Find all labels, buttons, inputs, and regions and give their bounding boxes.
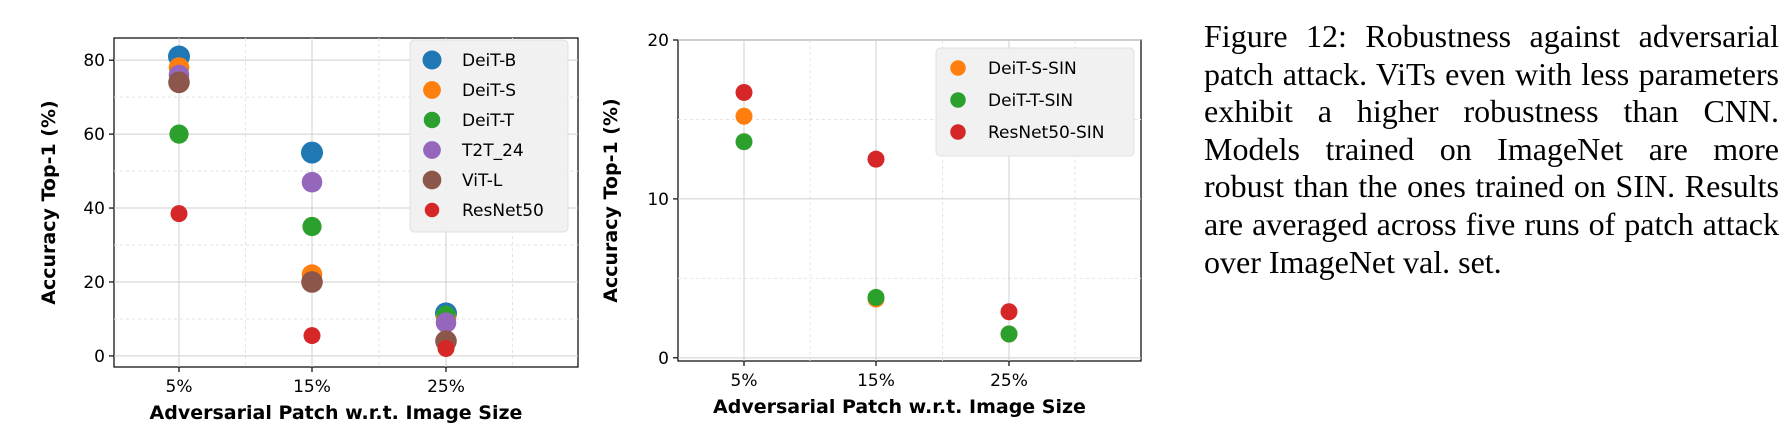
x-tick-label: 25%: [427, 377, 465, 397]
data-point-resnet50-sin: [735, 83, 753, 101]
y-axis-label: Accuracy Top-1 (%): [38, 100, 60, 304]
y-tick-label: 80: [83, 51, 105, 71]
x-tick-label: 25%: [990, 371, 1028, 391]
legend-marker: [424, 202, 440, 218]
legend-label: DeiT-T-SIN: [988, 91, 1073, 111]
x-tick-label: 15%: [293, 377, 331, 397]
x-tick-label: 5%: [731, 371, 758, 391]
legend-box: [409, 39, 569, 233]
legend-marker: [950, 124, 966, 140]
data-point-deit-t-sin: [867, 288, 885, 306]
legend-marker: [423, 111, 441, 129]
data-point-t2t-24: [301, 171, 323, 193]
x-tick-label: 5%: [166, 377, 193, 397]
y-tick-label: 20: [647, 31, 669, 51]
data-point-deit-t-sin: [735, 133, 753, 151]
data-point-deit-s-sin: [735, 107, 753, 125]
data-point-deit-b: [301, 141, 323, 164]
x-axis-label: Adversarial Patch w.r.t. Image Size: [713, 396, 1086, 418]
y-tick-label: 10: [647, 190, 669, 210]
legend-marker: [423, 81, 441, 99]
y-axis-label: Accuracy Top-1 (%): [600, 98, 622, 302]
data-point-resnet50: [170, 205, 188, 223]
data-point-t2t-24: [435, 312, 457, 333]
data-point-resnet50: [303, 327, 321, 345]
legend-box: [935, 47, 1135, 157]
legend-label: DeiT-S-SIN: [988, 59, 1077, 79]
y-tick-label: 0: [94, 347, 105, 367]
legend-marker: [423, 141, 441, 159]
legend-marker: [422, 170, 442, 190]
figure-caption: Figure 12: Robustness against adversaria…: [1204, 18, 1779, 280]
data-point-resnet50: [437, 340, 455, 358]
patch-attack-chart-sin: 0 10 20 5% 15% 25% Adversarial Patch w.r.t. Im…: [600, 31, 1142, 418]
data-point-vit-l: [301, 271, 323, 293]
legend-label: DeiT-B: [462, 51, 516, 71]
x-axis-label: Adversarial Patch w.r.t. Image Size: [150, 402, 523, 424]
y-tick-label: 60: [83, 125, 105, 145]
patch-attack-chart-imagenet: 0 20 40 60 80 5% 15% 25% Adversarial Patch w.r.t…: [38, 37, 579, 424]
legend-label: ResNet50-SIN: [988, 123, 1105, 143]
legend-label: T2T_24: [461, 141, 524, 161]
data-point-deit-t: [169, 124, 189, 144]
data-point-deit-t: [302, 216, 322, 237]
data-point-deit-t-sin: [1000, 325, 1018, 343]
y-tick-label: 0: [658, 349, 669, 369]
legend-label: DeiT-T: [462, 111, 515, 131]
x-tick-label: 15%: [857, 371, 895, 391]
legend-marker: [950, 60, 966, 76]
legend-marker: [422, 50, 442, 70]
legend-marker: [950, 92, 966, 108]
y-tick-label: 40: [83, 199, 105, 219]
y-tick-label: 20: [83, 273, 105, 293]
data-point-resnet50-sin: [867, 150, 885, 168]
legend-label: ResNet50: [462, 201, 544, 221]
legend-label: DeiT-S: [462, 81, 516, 101]
data-point-vit-l: [168, 71, 190, 94]
data-point-resnet50-sin: [1000, 303, 1018, 321]
legend-label: ViT-L: [462, 171, 503, 191]
